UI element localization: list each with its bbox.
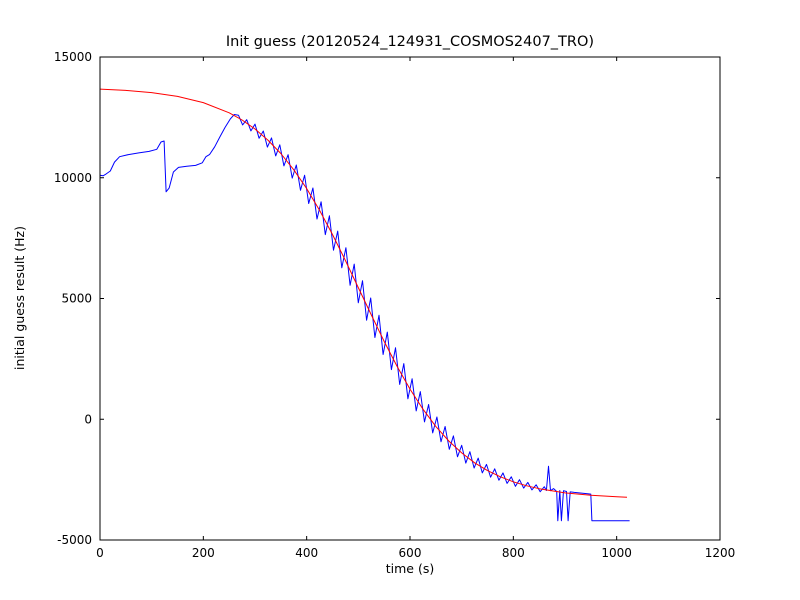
- y-axis-label: initial guess result (Hz): [12, 226, 27, 370]
- x-tick-label: 200: [192, 546, 215, 560]
- x-tick-label: 800: [502, 546, 525, 560]
- y-tick-label: 0: [84, 412, 92, 426]
- fit-curve-line: [99, 88, 628, 498]
- x-tick-label: 400: [295, 546, 318, 560]
- y-tick-label: 10000: [54, 171, 92, 185]
- initial-guess-data-line: [99, 114, 630, 522]
- x-tick-label: 1000: [601, 546, 632, 560]
- y-tick-label: 5000: [61, 292, 92, 306]
- x-tick-label: 0: [96, 546, 104, 560]
- x-tick-label: 600: [399, 546, 422, 560]
- x-tick-label: 1200: [705, 546, 736, 560]
- y-tick-label: -5000: [57, 533, 92, 547]
- y-tick-label: 15000: [54, 50, 92, 64]
- chart-title: Init guess (20120524_124931_COSMOS2407_T…: [226, 34, 594, 50]
- axes-frame: [99, 56, 721, 541]
- x-axis-label: time (s): [386, 561, 434, 576]
